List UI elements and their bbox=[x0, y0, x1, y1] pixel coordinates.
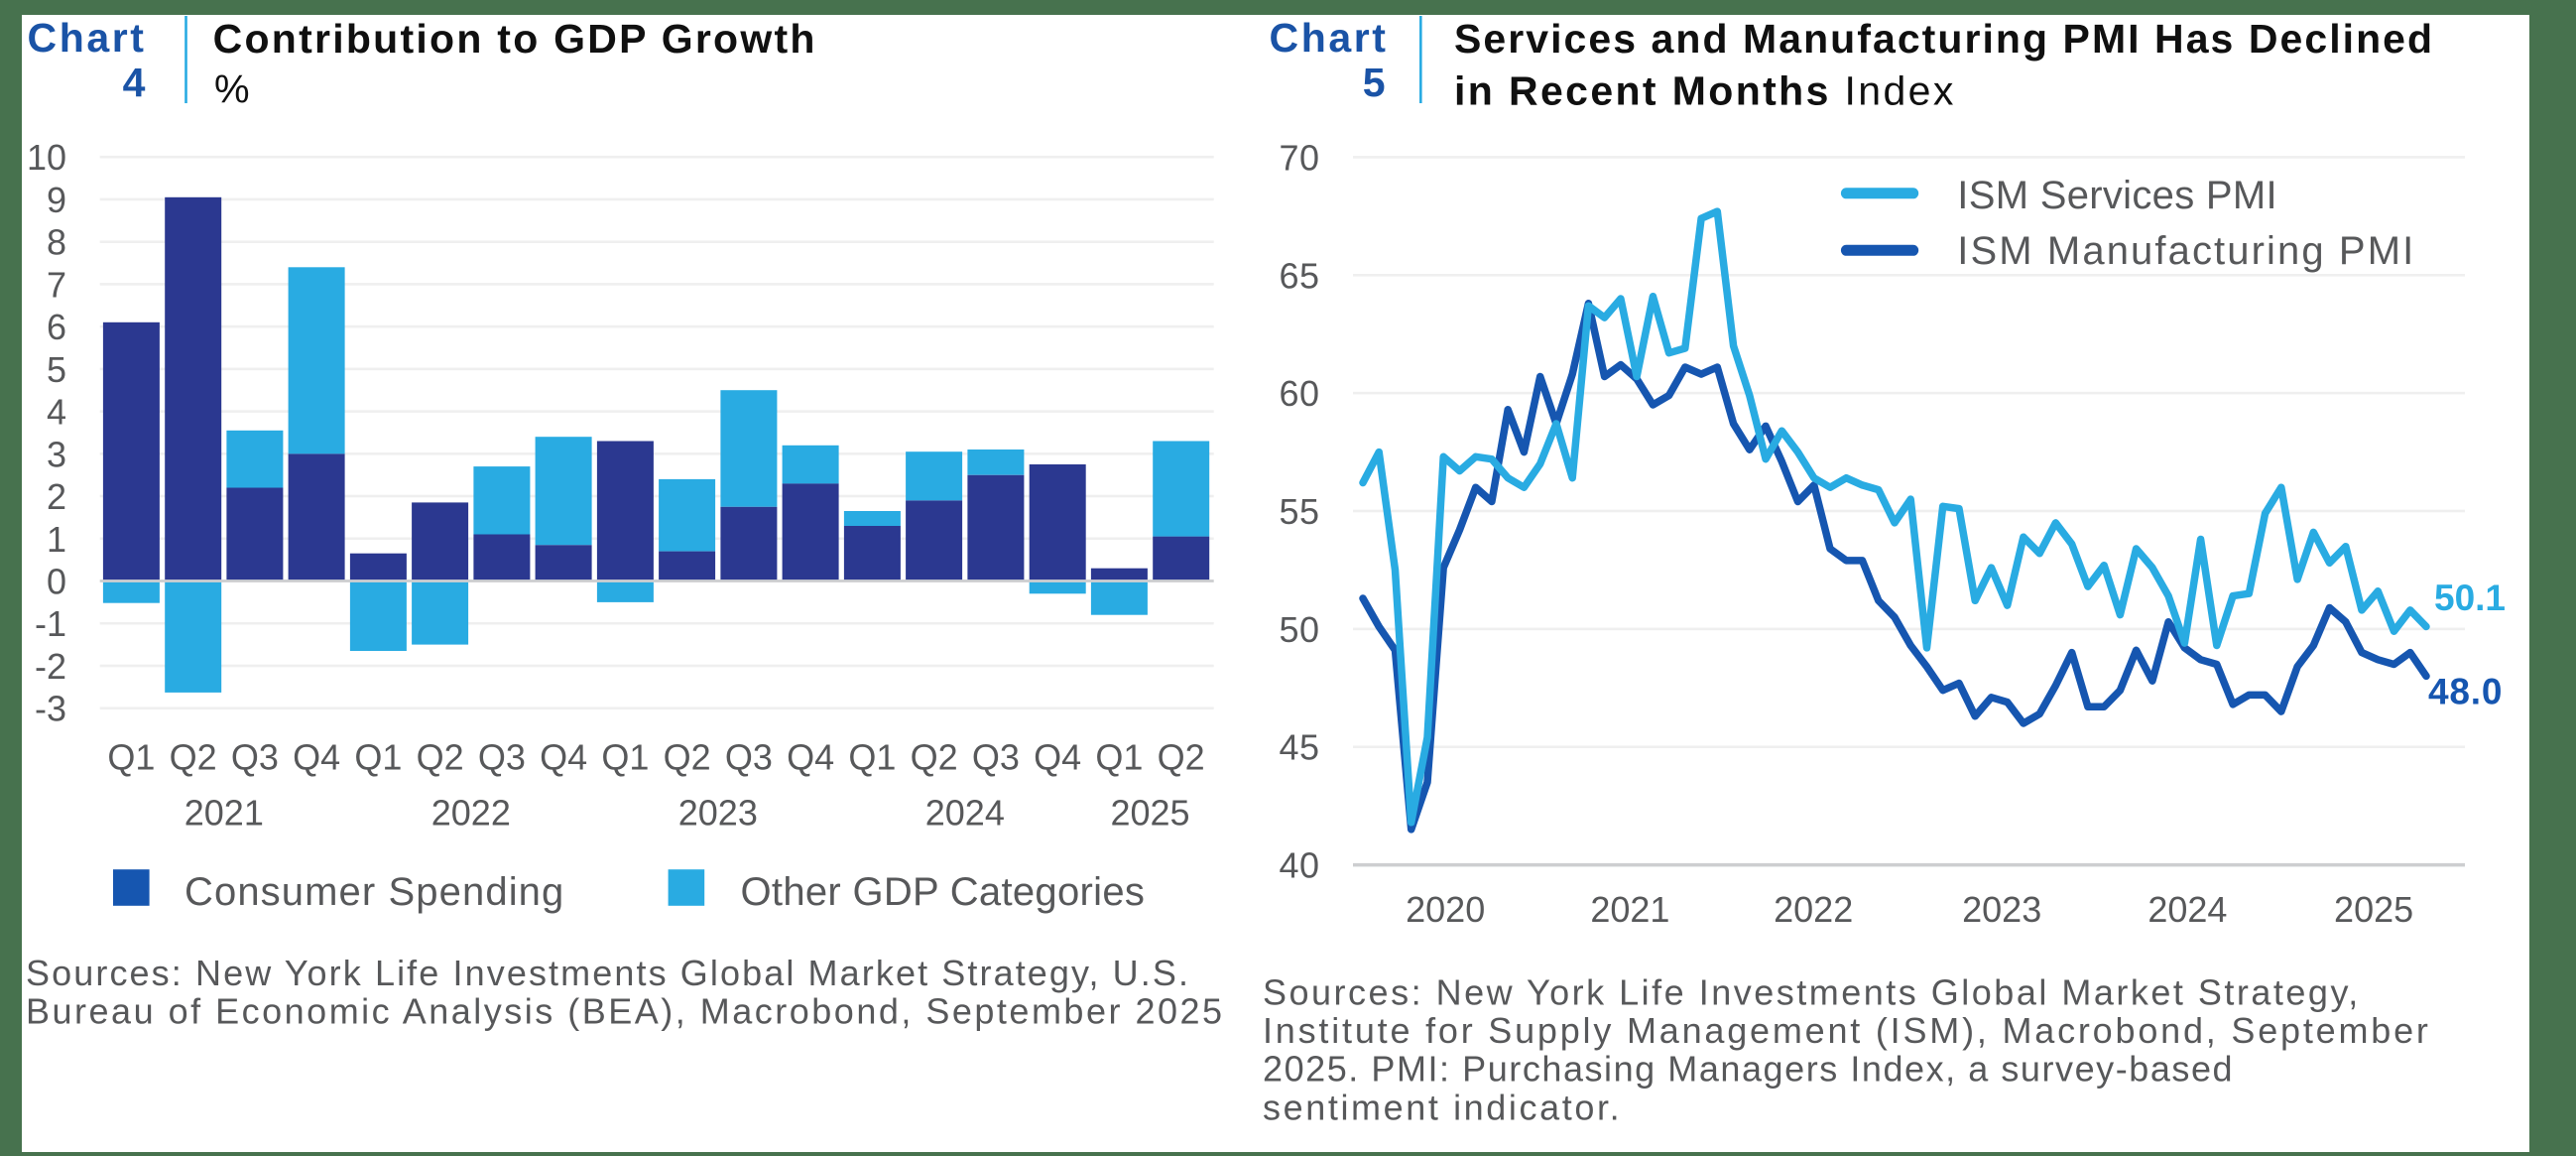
svg-text:in Recent Months Index: in Recent Months Index bbox=[1454, 68, 1956, 114]
svg-text:2021: 2021 bbox=[1590, 889, 1669, 930]
svg-text:7: 7 bbox=[47, 264, 66, 305]
svg-text:sentiment indicator.: sentiment indicator. bbox=[1263, 1087, 1622, 1127]
svg-text:6: 6 bbox=[47, 307, 66, 347]
svg-text:55: 55 bbox=[1279, 491, 1319, 532]
svg-text:5: 5 bbox=[1363, 60, 1386, 105]
svg-text:Bureau of Economic Analysis (B: Bureau of Economic Analysis (BEA), Macro… bbox=[26, 990, 1225, 1031]
svg-text:2020: 2020 bbox=[1406, 889, 1485, 930]
svg-text:2025: 2025 bbox=[1110, 792, 1189, 833]
svg-text:2025. PMI: Purchasing Managers: 2025. PMI: Purchasing Managers Index, a … bbox=[1263, 1049, 2234, 1090]
svg-text:2024: 2024 bbox=[925, 792, 1005, 833]
svg-text:ISM Manufacturing PMI: ISM Manufacturing PMI bbox=[1957, 229, 2415, 273]
svg-text:Q2: Q2 bbox=[1158, 737, 1205, 778]
svg-text:Q2: Q2 bbox=[664, 737, 711, 778]
svg-text:70: 70 bbox=[1279, 137, 1319, 178]
svg-text:Q4: Q4 bbox=[1034, 737, 1081, 778]
svg-text:1: 1 bbox=[47, 519, 66, 560]
svg-text:Q3: Q3 bbox=[725, 737, 773, 778]
svg-text:Q3: Q3 bbox=[478, 737, 526, 778]
svg-text:Q2: Q2 bbox=[417, 737, 464, 778]
svg-text:Services and Manufacturing PMI: Services and Manufacturing PMI Has Decli… bbox=[1454, 16, 2434, 62]
svg-text:60: 60 bbox=[1279, 373, 1319, 414]
svg-text:Chart: Chart bbox=[28, 15, 147, 61]
svg-text:4: 4 bbox=[123, 60, 146, 105]
svg-text:10: 10 bbox=[27, 137, 66, 178]
svg-text:2021: 2021 bbox=[184, 792, 264, 833]
svg-text:40: 40 bbox=[1279, 845, 1319, 886]
svg-text:8: 8 bbox=[47, 222, 66, 263]
svg-text:Q2: Q2 bbox=[911, 737, 958, 778]
svg-text:5: 5 bbox=[47, 349, 66, 390]
svg-text:48.0: 48.0 bbox=[2428, 672, 2503, 712]
svg-text:Q1: Q1 bbox=[354, 737, 402, 778]
svg-text:Q4: Q4 bbox=[540, 737, 587, 778]
svg-text:45: 45 bbox=[1279, 727, 1319, 768]
svg-text:Q1: Q1 bbox=[107, 737, 155, 778]
svg-text:Sources: New York Life Investm: Sources: New York Life Investments Globa… bbox=[26, 953, 1190, 993]
svg-text:Q2: Q2 bbox=[170, 737, 217, 778]
svg-text:2022: 2022 bbox=[1774, 889, 1853, 930]
svg-text:65: 65 bbox=[1279, 255, 1319, 296]
svg-text:Q1: Q1 bbox=[1095, 737, 1143, 778]
svg-text:2025: 2025 bbox=[2334, 889, 2413, 930]
svg-text:Chart: Chart bbox=[1270, 15, 1389, 61]
svg-text:Sources: New York Life Investm: Sources: New York Life Investments Globa… bbox=[1263, 972, 2361, 1013]
svg-text:%: % bbox=[214, 68, 250, 112]
svg-text:-1: -1 bbox=[35, 603, 66, 644]
svg-text:3: 3 bbox=[47, 434, 66, 474]
svg-text:Q1: Q1 bbox=[848, 737, 896, 778]
svg-text:2022: 2022 bbox=[431, 792, 511, 833]
svg-text:ISM Services PMI: ISM Services PMI bbox=[1957, 174, 2277, 217]
svg-text:0: 0 bbox=[47, 562, 66, 602]
svg-text:Consumer Spending: Consumer Spending bbox=[184, 870, 564, 914]
svg-text:2023: 2023 bbox=[1962, 889, 2041, 930]
svg-text:Q1: Q1 bbox=[601, 737, 649, 778]
svg-text:50.1: 50.1 bbox=[2434, 578, 2506, 618]
svg-text:4: 4 bbox=[47, 392, 66, 433]
svg-text:Other GDP Categories: Other GDP Categories bbox=[741, 870, 1146, 914]
svg-text:2: 2 bbox=[47, 476, 66, 517]
svg-text:2024: 2024 bbox=[2147, 889, 2227, 930]
svg-text:2023: 2023 bbox=[678, 792, 758, 833]
svg-text:Q4: Q4 bbox=[293, 737, 340, 778]
svg-text:Q3: Q3 bbox=[972, 737, 1020, 778]
svg-text:Contribution to GDP Growth: Contribution to GDP Growth bbox=[213, 16, 817, 62]
svg-text:-3: -3 bbox=[35, 689, 66, 729]
svg-text:9: 9 bbox=[47, 180, 66, 220]
svg-text:Q4: Q4 bbox=[787, 737, 834, 778]
svg-text:Q3: Q3 bbox=[231, 737, 279, 778]
svg-text:50: 50 bbox=[1279, 609, 1319, 650]
svg-text:-2: -2 bbox=[35, 646, 66, 687]
svg-text:Institute for Supply Managemen: Institute for Supply Management (ISM), M… bbox=[1263, 1010, 2431, 1051]
